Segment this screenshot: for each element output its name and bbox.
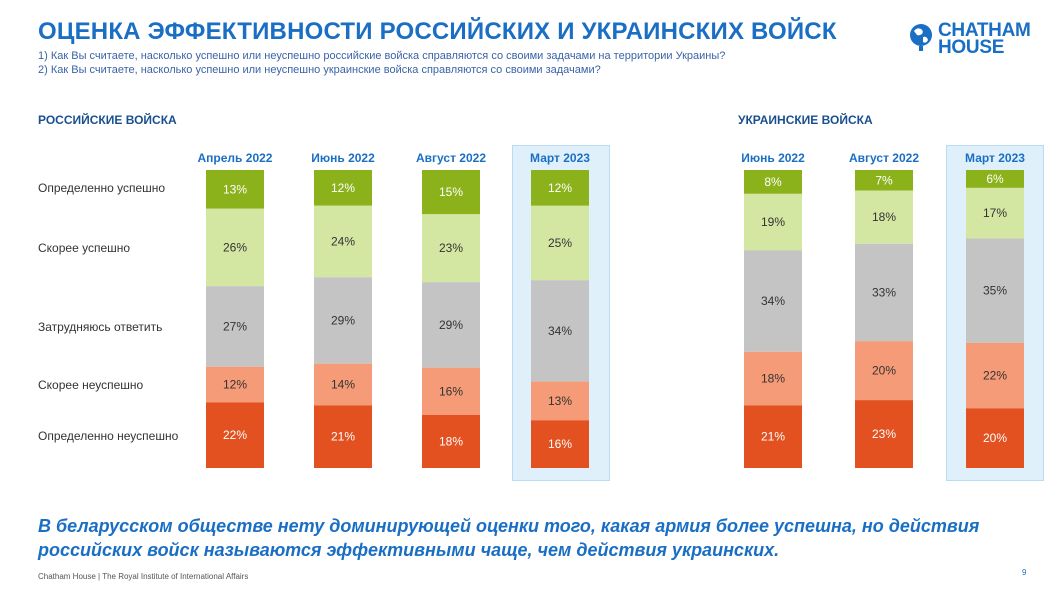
bar-segment	[314, 277, 372, 364]
data-label: 8%	[764, 175, 782, 189]
bar-segment	[206, 286, 264, 367]
data-label: 7%	[875, 173, 893, 187]
data-label: 13%	[223, 182, 247, 196]
bar-segment	[206, 366, 264, 403]
section-title-ukrainian: УКРАИНСКИЕ ВОЙСКА	[738, 113, 873, 127]
bar-segment	[422, 170, 480, 215]
period-label: Апрель 2022	[198, 151, 273, 165]
bar-segment	[744, 405, 802, 468]
bar-segment	[531, 205, 589, 281]
conclusion-text: В беларусском обществе нету доминирующей…	[38, 516, 980, 560]
data-label: 34%	[761, 294, 785, 308]
row-label: Затрудняюсь ответить	[38, 320, 162, 334]
data-label: 16%	[439, 384, 463, 398]
data-label: 21%	[761, 430, 785, 444]
data-label: 15%	[439, 185, 463, 199]
data-label: 27%	[223, 319, 247, 333]
chatham-house-logo: CHATHAM HOUSE	[908, 20, 1038, 62]
bar-segment	[206, 170, 264, 209]
footer-text: Chatham House | The Royal Institute of I…	[38, 572, 249, 581]
bar-segment	[314, 405, 372, 468]
logo-line-2: HOUSE	[938, 37, 1005, 58]
data-label: 18%	[872, 210, 896, 224]
data-label: 14%	[331, 378, 355, 392]
data-label: 29%	[439, 318, 463, 332]
section-title-russian: РОССИЙСКИЕ ВОЙСКА	[38, 113, 177, 127]
bar-segment	[206, 402, 264, 468]
data-label: 25%	[548, 236, 572, 250]
question-2: 2) Как Вы считаете, насколько успешно ил…	[38, 64, 601, 76]
bar-segment	[422, 367, 480, 415]
data-label: 22%	[983, 369, 1007, 383]
data-label: 20%	[983, 431, 1007, 445]
bar-segment	[206, 208, 264, 287]
data-label: 18%	[439, 434, 463, 448]
bar-segment	[855, 341, 913, 401]
bar-segment	[966, 342, 1024, 409]
data-label: 24%	[331, 235, 355, 249]
data-label: 17%	[983, 206, 1007, 220]
period-label: Август 2022	[416, 151, 486, 165]
bar-segment	[531, 170, 589, 206]
data-label: 13%	[548, 394, 572, 408]
bar-segment	[744, 170, 802, 194]
bar-segment	[531, 381, 589, 421]
bar-segment	[422, 414, 480, 468]
period-label: Март 2023	[965, 151, 1025, 165]
bar-segment	[966, 187, 1024, 239]
bar-segment	[314, 363, 372, 406]
data-label: 35%	[983, 284, 1007, 298]
row-label: Определенно успешно	[38, 181, 165, 195]
logo-line-1: CHATHAM	[938, 20, 1031, 41]
data-label: 19%	[761, 215, 785, 229]
bar-segment	[744, 193, 802, 251]
data-label: 22%	[223, 428, 247, 442]
data-label: 12%	[548, 181, 572, 195]
data-label: 16%	[548, 437, 572, 451]
question-1: 1) Как Вы считаете, насколько успешно ил…	[38, 50, 726, 62]
period-label: Июнь 2022	[311, 151, 375, 165]
bar-segment	[855, 243, 913, 342]
globe-icon	[910, 24, 932, 51]
data-label: 12%	[331, 181, 355, 195]
bar-segment	[422, 282, 480, 368]
bar-segment	[744, 250, 802, 352]
data-label: 6%	[986, 172, 1004, 186]
bar-segment	[314, 170, 372, 206]
bar-segment	[531, 420, 589, 468]
bar-segment	[314, 205, 372, 278]
data-label: 26%	[223, 240, 247, 254]
bar-segment	[966, 238, 1024, 343]
data-label: 20%	[872, 364, 896, 378]
data-label: 23%	[439, 241, 463, 255]
bar-segment	[855, 190, 913, 244]
data-label: 23%	[872, 427, 896, 441]
data-label: 33%	[872, 285, 896, 299]
bar-segment	[966, 170, 1024, 188]
bar-segment	[855, 170, 913, 191]
bar-segment	[531, 280, 589, 382]
bar-segment	[966, 408, 1024, 468]
row-label: Скорее неуспешно	[38, 378, 144, 392]
row-label: Определенно неуспешно	[38, 429, 179, 443]
bar-segment	[744, 351, 802, 406]
bar-segment	[855, 400, 913, 468]
data-label: 29%	[331, 313, 355, 327]
data-label: 21%	[331, 430, 355, 444]
row-label: Скорее успешно	[38, 241, 130, 255]
data-label: 18%	[761, 372, 785, 386]
period-label: Июнь 2022	[741, 151, 805, 165]
data-label: 34%	[548, 324, 572, 338]
page-title: ОЦЕНКА ЭФФЕКТИВНОСТИ РОССИЙСКИХ И УКРАИН…	[38, 18, 837, 45]
period-label: Март 2023	[530, 151, 590, 165]
page-number: 9	[1022, 568, 1027, 577]
bar-segment	[422, 214, 480, 283]
data-label: 12%	[223, 378, 247, 392]
period-label: Август 2022	[849, 151, 919, 165]
